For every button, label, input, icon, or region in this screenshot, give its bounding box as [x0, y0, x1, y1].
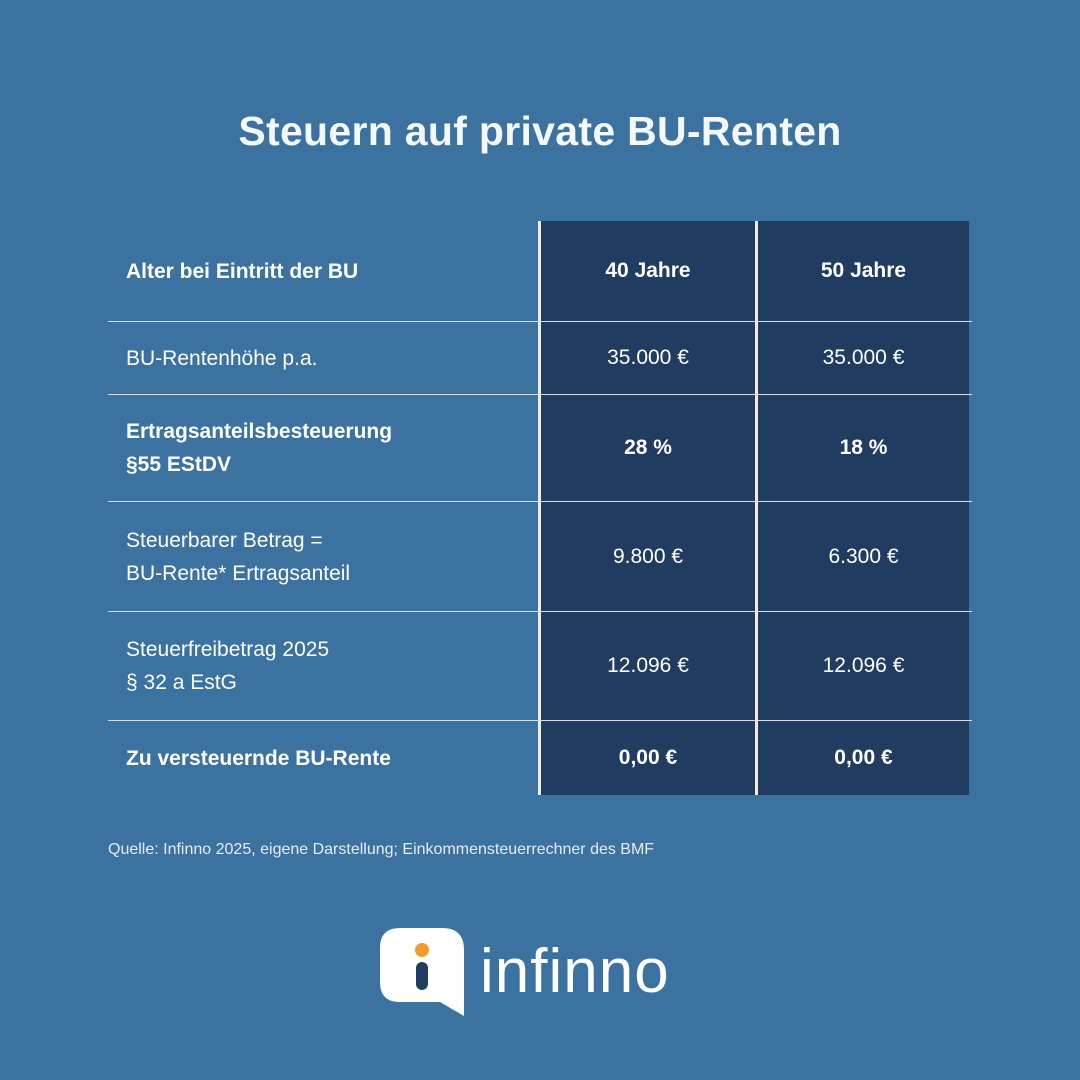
- header-col-50: 50 Jahre: [755, 221, 969, 321]
- row-value-40: 28 %: [538, 395, 755, 501]
- row-label-line: Steuerfreibetrag 2025: [126, 638, 330, 661]
- table-row: Steuerfreibetrag 2025 § 32 a EstG 12.096…: [108, 612, 972, 721]
- row-label-line: Zu versteuernde BU-Rente: [126, 746, 391, 770]
- row-value-50: 0,00 €: [755, 721, 969, 795]
- row-label: Steuerbarer Betrag = BU-Rente* Ertragsan…: [108, 502, 538, 611]
- table-row: Steuerbarer Betrag = BU-Rente* Ertragsan…: [108, 502, 972, 612]
- row-label-line: BU-Rentenhöhe p.a.: [126, 346, 318, 370]
- header-col-40: 40 Jahre: [538, 221, 755, 321]
- brand-logo: infinno: [380, 928, 670, 1016]
- header-label: Alter bei Eintritt der BU: [126, 259, 359, 283]
- table-row: Zu versteuernde BU-Rente 0,00 € 0,00 €: [108, 721, 972, 795]
- row-value-50: 6.300 €: [755, 502, 969, 611]
- table-row: Ertragsanteilsbesteuerung §55 EStDV 28 %…: [108, 395, 972, 502]
- row-label: Ertragsanteilsbesteuerung §55 EStDV: [108, 395, 538, 501]
- row-label-line: §55 EStDV: [126, 453, 232, 476]
- row-label-line: Steuerbarer Betrag =: [126, 528, 323, 552]
- logo-wordmark: infinno: [480, 937, 670, 1006]
- row-label: Steuerfreibetrag 2025 § 32 a EstG: [108, 612, 538, 720]
- row-label-line: § 32 a EstG: [126, 671, 237, 694]
- page-title: Steuern auf private BU-Renten: [238, 108, 842, 154]
- source-note: Quelle: Infinno 2025, eigene Darstellung…: [108, 841, 655, 858]
- row-value-40: 9.800 €: [538, 502, 755, 611]
- row-label-line: Ertragsanteilsbesteuerung: [126, 420, 393, 443]
- row-value-40: 12.096 €: [538, 612, 755, 720]
- row-value-50: 18 %: [755, 395, 969, 501]
- row-label: Zu versteuernde BU-Rente: [108, 721, 538, 795]
- infinno-i-icon: [380, 928, 464, 1016]
- row-value-50: 35.000 €: [755, 322, 969, 394]
- row-value-40: 0,00 €: [538, 721, 755, 795]
- row-label-line: BU-Rente* Ertragsanteil: [126, 561, 351, 585]
- tax-table: Alter bei Eintritt der BU 40 Jahre 50 Ja…: [108, 221, 972, 795]
- table-row: BU-Rentenhöhe p.a. 35.000 € 35.000 €: [108, 322, 972, 395]
- row-value-40: 35.000 €: [538, 322, 755, 394]
- row-value-50: 12.096 €: [755, 612, 969, 720]
- table-header-row: Alter bei Eintritt der BU 40 Jahre 50 Ja…: [108, 221, 972, 322]
- row-label: BU-Rentenhöhe p.a.: [108, 322, 538, 394]
